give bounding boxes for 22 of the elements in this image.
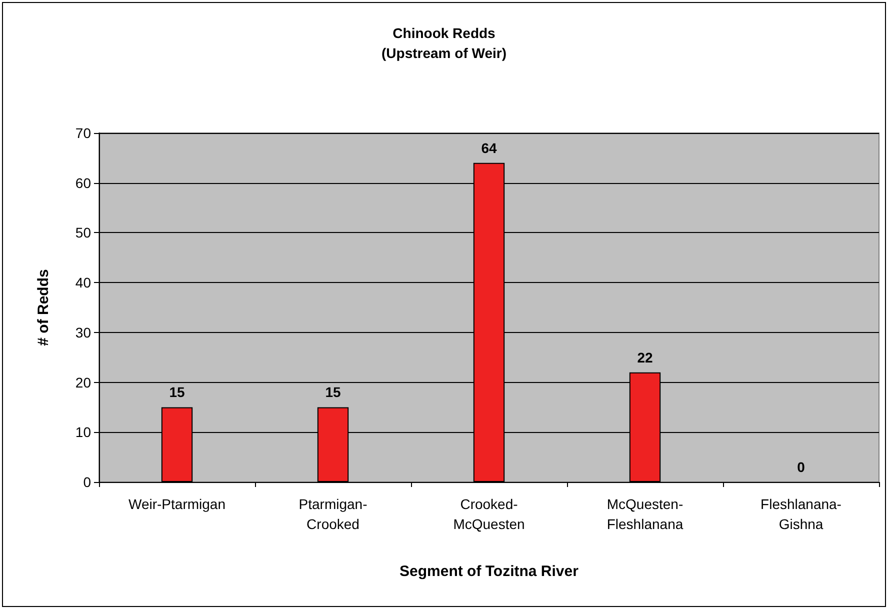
x-tick-label: Weir-Ptarmigan [128,496,226,512]
y-tick-label: 0 [83,474,92,490]
chart-title: Chinook Redds [392,25,496,41]
data-label: 15 [325,384,341,400]
y-tick-label: 50 [75,224,92,241]
x-axis-title: Segment of Tozitna River [400,563,579,580]
chart-subtitle: (Upstream of Weir) [382,45,506,61]
y-tick-label: 60 [75,174,92,191]
y-tick-label: 30 [75,324,92,340]
y-axis-title: # of Redds [35,269,52,346]
data-label: 15 [169,384,185,400]
data-label: 22 [637,349,653,366]
y-tick-label: 20 [75,374,92,390]
x-tick-label: Crooked- McQuesten [453,496,525,532]
y-tick-label: 40 [75,274,92,291]
x-tick-label: Fleshlanana- Gishna [760,496,842,532]
y-tick-label: 70 [75,125,92,141]
x-tick-label: Ptarmigan- Crooked [298,496,368,532]
y-tick-label: 10 [75,424,92,440]
x-tick-label: McQuesten- Fleshlanana [606,496,684,532]
data-label: 0 [797,459,806,475]
data-label: 64 [481,140,497,156]
